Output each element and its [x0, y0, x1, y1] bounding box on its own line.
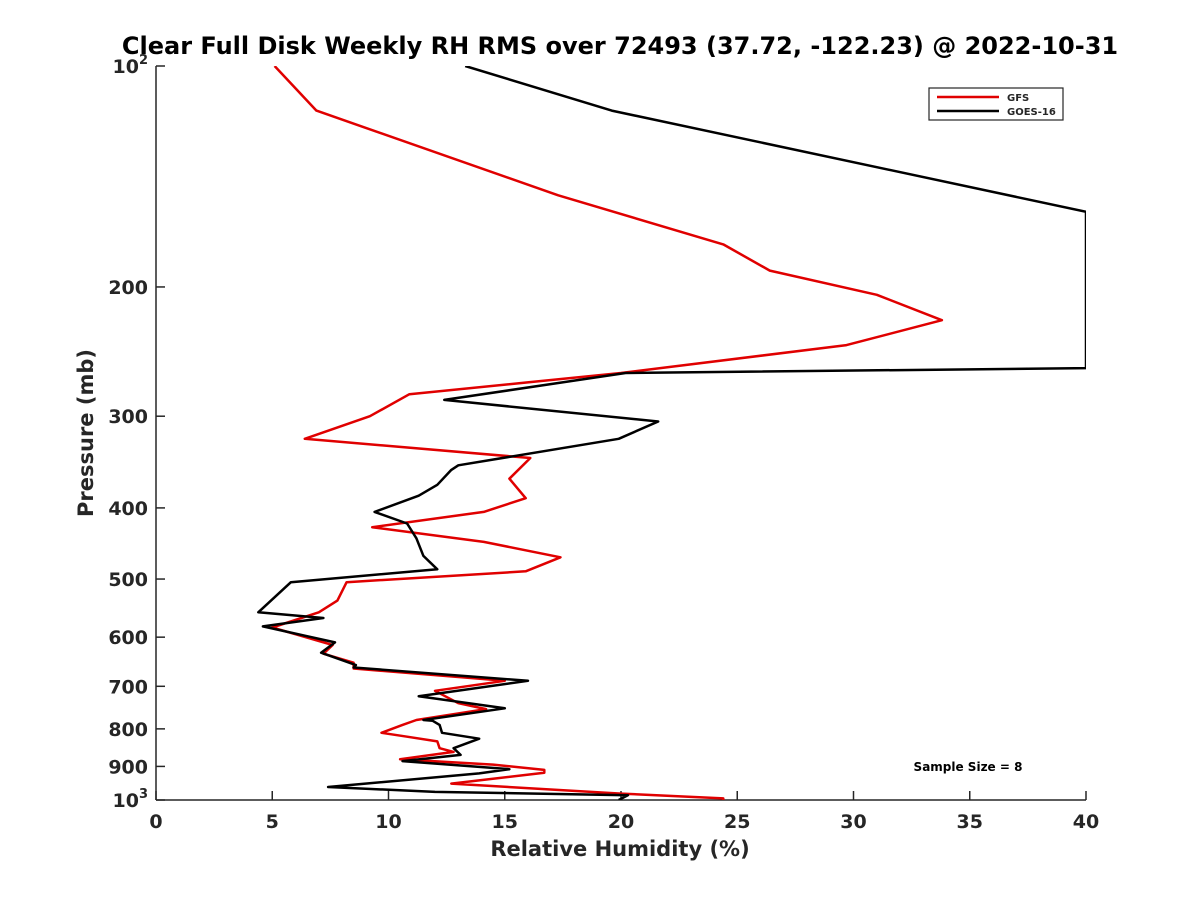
series-line-goes-16: [257, 66, 1086, 800]
x-tick-label: 25: [724, 811, 750, 833]
y-tick-label: 102: [113, 53, 149, 78]
y-tick-label: 300: [108, 406, 148, 428]
x-tick-label: 35: [957, 811, 983, 833]
chart-title: Clear Full Disk Weekly RH RMS over 72493…: [122, 32, 1118, 60]
sample-size-annotation: Sample Size = 8: [914, 760, 1023, 774]
x-tick-label: 0: [149, 811, 162, 833]
x-tick-label: 40: [1073, 811, 1099, 833]
y-tick-label: 400: [108, 498, 148, 520]
legend-label-goes-16: GOES-16: [1007, 107, 1056, 118]
y-tick-label: 800: [108, 719, 148, 741]
y-tick-label: 600: [108, 627, 148, 649]
y-tick-label: 900: [108, 756, 148, 778]
y-axis: 102 200 300 400 500 600 700 800 900 103: [108, 53, 165, 812]
y-tick-label: 700: [108, 676, 148, 698]
y-axis-label: Pressure (mb): [74, 349, 98, 517]
series-group: [257, 66, 1086, 800]
series-line-gfs: [271, 66, 944, 800]
x-tick-label: 30: [840, 811, 866, 833]
x-tick-label: 5: [266, 811, 279, 833]
x-tick-label: 20: [608, 811, 634, 833]
x-tick-label: 15: [492, 811, 518, 833]
x-axis-label: Relative Humidity (%): [490, 837, 749, 861]
x-tick-label: 10: [375, 811, 401, 833]
y-tick-label: 200: [108, 277, 148, 299]
y-tick-label: 500: [108, 569, 148, 591]
legend: GFS GOES-16: [928, 87, 1064, 121]
series-layer: [257, 66, 1086, 800]
legend-box: [928, 87, 1064, 121]
y-tick-label: 103: [113, 787, 149, 812]
legend-label-gfs: GFS: [1007, 93, 1029, 104]
